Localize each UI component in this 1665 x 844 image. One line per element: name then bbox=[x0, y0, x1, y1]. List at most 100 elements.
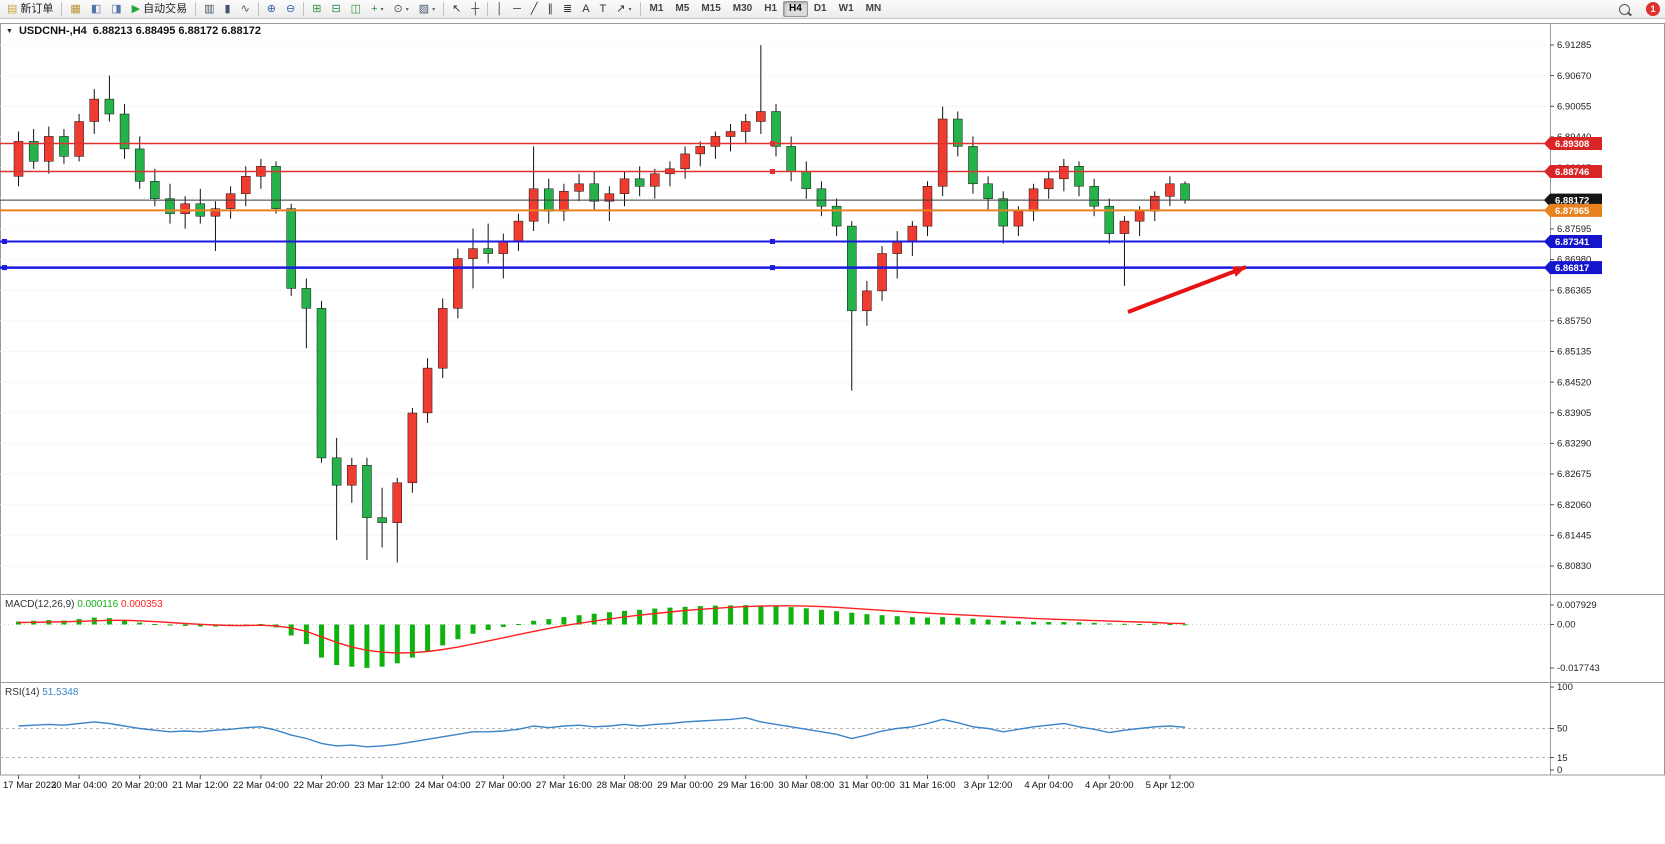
svg-text:6.91285: 6.91285 bbox=[1557, 40, 1591, 51]
svg-text:27 Mar 16:00: 27 Mar 16:00 bbox=[536, 780, 592, 791]
new-order-button-icon: ▤ bbox=[7, 3, 18, 15]
new-order-button[interactable]: ▤ 新订单 bbox=[2, 1, 58, 17]
tf-m15-button-label: M15 bbox=[701, 3, 721, 14]
rsi-panel: RSI(14) 51.5348 100 50 150 bbox=[0, 682, 1573, 776]
svg-text:6.89308: 6.89308 bbox=[1555, 139, 1589, 150]
tile-windows-button[interactable]: ⊞ bbox=[307, 1, 326, 17]
toolbar-separator bbox=[639, 2, 641, 16]
data-window-button[interactable]: ◨ bbox=[106, 1, 126, 17]
tf-m15-button[interactable]: M15 bbox=[695, 1, 726, 17]
svg-text:6.85135: 6.85135 bbox=[1557, 347, 1591, 358]
svg-text:6.87595: 6.87595 bbox=[1557, 224, 1591, 235]
text-label-button[interactable]: T bbox=[595, 1, 612, 17]
tf-h1-button[interactable]: H1 bbox=[758, 1, 783, 17]
line-chart-button[interactable]: ∿ bbox=[236, 1, 255, 17]
arrows-tool-button-icon: ↗ bbox=[616, 3, 626, 15]
fibonacci-retracement-button[interactable]: ≣ bbox=[558, 1, 577, 17]
trendline-button[interactable]: ╱ bbox=[526, 1, 543, 17]
support-line-2-edge-handle[interactable] bbox=[2, 265, 7, 271]
new-order-button-label: 新订单 bbox=[20, 3, 54, 15]
periods-button-icon: ⊙ bbox=[393, 3, 403, 15]
zoom-out-button[interactable]: ⊖ bbox=[281, 1, 300, 17]
periods-button[interactable]: ⊙ ▾ bbox=[389, 1, 414, 17]
auto-trading-button-icon: ▶ bbox=[131, 3, 141, 15]
svg-text:6.86980: 6.86980 bbox=[1557, 255, 1591, 266]
tf-m1-button-label: M1 bbox=[649, 3, 664, 14]
support-line-1-edge-handle[interactable] bbox=[2, 239, 7, 244]
svg-text:6.80830: 6.80830 bbox=[1557, 561, 1591, 572]
cascade-windows-button[interactable]: ⊟ bbox=[326, 1, 345, 17]
tf-m5-button[interactable]: M5 bbox=[669, 1, 695, 17]
templates-button-icon: ▨ bbox=[418, 3, 430, 15]
svg-text:6.90670: 6.90670 bbox=[1557, 71, 1591, 82]
support-line-2-center-handle[interactable] bbox=[770, 265, 775, 271]
horizontal-line-button-icon: ─ bbox=[513, 3, 521, 15]
add-indicator-button[interactable]: + ▾ bbox=[366, 1, 388, 17]
arrows-tool-button[interactable]: ↗ ▾ bbox=[611, 1, 636, 17]
svg-text:22 Mar 20:00: 22 Mar 20:00 bbox=[294, 780, 350, 791]
svg-text:0.007929: 0.007929 bbox=[1557, 600, 1597, 611]
svg-text:30 Mar 08:00: 30 Mar 08:00 bbox=[778, 780, 834, 791]
svg-text:24 Mar 04:00: 24 Mar 04:00 bbox=[415, 780, 471, 791]
chart-symbol-period: USDCNH-,H4 bbox=[18, 25, 87, 37]
horizontal-lines-layer[interactable] bbox=[0, 141, 1550, 271]
resistance-line-1-center-handle[interactable] bbox=[770, 141, 775, 146]
tf-h4-button[interactable]: H4 bbox=[783, 1, 808, 17]
rsi-label: RSI(14) 51.5348 bbox=[5, 687, 79, 698]
svg-text:6.87965: 6.87965 bbox=[1555, 206, 1590, 217]
chart-collapse-icon[interactable]: ▼ bbox=[6, 27, 13, 35]
tf-h4-button-label: H4 bbox=[789, 3, 802, 14]
bar-chart-button[interactable]: ▥ bbox=[199, 1, 219, 17]
tf-d1-button-label: D1 bbox=[813, 3, 827, 14]
search-icon[interactable] bbox=[1619, 3, 1630, 15]
toolbar-separator bbox=[61, 2, 63, 16]
templates-button[interactable]: ▨ ▾ bbox=[414, 1, 440, 17]
equidistant-channel-button[interactable]: ∥ bbox=[542, 1, 558, 17]
macd-panel: MACD(12,26,9) 0.000116 0.000353 0.007929 0… bbox=[0, 599, 1600, 674]
svg-text:6.83290: 6.83290 bbox=[1557, 439, 1591, 450]
tf-m30-button[interactable]: M30 bbox=[727, 1, 758, 17]
market-watch-button-icon: ◧ bbox=[90, 3, 102, 15]
svg-text:6.82675: 6.82675 bbox=[1557, 469, 1591, 480]
tf-w1-button[interactable]: W1 bbox=[833, 1, 860, 17]
support-line-2-price-badge: 6.86817 bbox=[1544, 261, 1602, 275]
tf-d1-button[interactable]: D1 bbox=[808, 1, 833, 17]
arrange-windows-button[interactable]: ◫ bbox=[346, 1, 366, 17]
notification-badge[interactable]: 1 bbox=[1646, 2, 1660, 16]
arrange-windows-button-icon: ◫ bbox=[350, 3, 362, 15]
auto-trading-button[interactable]: ▶ 自动交易 bbox=[127, 1, 192, 17]
tf-m1-button[interactable]: M1 bbox=[644, 1, 670, 17]
toolbar-separator bbox=[195, 2, 197, 16]
charts-button[interactable]: ▦ bbox=[65, 1, 85, 17]
chart-background bbox=[0, 19, 1665, 844]
text-button[interactable]: A bbox=[577, 1, 594, 17]
candlestick-chart-button[interactable]: ▮ bbox=[220, 1, 236, 17]
vertical-line-button[interactable]: │ bbox=[491, 1, 508, 17]
cursor-button[interactable]: ↖ bbox=[447, 1, 466, 17]
svg-text:6.86817: 6.86817 bbox=[1555, 263, 1589, 274]
cursor-button-icon: ↖ bbox=[452, 3, 462, 15]
tf-mn-button[interactable]: MN bbox=[860, 1, 888, 17]
market-watch-button[interactable]: ◧ bbox=[86, 1, 106, 17]
zoom-in-button[interactable]: ⊕ bbox=[262, 1, 281, 17]
trend-arrow-annotation[interactable] bbox=[1127, 265, 1247, 314]
svg-text:6.82060: 6.82060 bbox=[1557, 500, 1591, 511]
svg-text:22 Mar 04:00: 22 Mar 04:00 bbox=[233, 780, 289, 791]
current-price-line-price-badge: 6.88172 bbox=[1544, 193, 1602, 207]
svg-text:20 Mar 20:00: 20 Mar 20:00 bbox=[112, 780, 168, 791]
svg-text:21 Mar 12:00: 21 Mar 12:00 bbox=[172, 780, 228, 791]
svg-text:5 Apr 12:00: 5 Apr 12:00 bbox=[1146, 780, 1195, 791]
bar-chart-button-icon: ▥ bbox=[204, 3, 215, 15]
svg-text:4 Apr 04:00: 4 Apr 04:00 bbox=[1024, 780, 1073, 791]
svg-text:31 Mar 16:00: 31 Mar 16:00 bbox=[900, 780, 956, 791]
horizontal-line-button[interactable]: ─ bbox=[508, 1, 526, 17]
main-toolbar: ▤ 新订单 ▦ ◧ ◨ ▶ 自动交易 ▥ ▮ ∿ ⊕ ⊖ ⊞ ⊟ ◫ + ▾ ⊙ ▾ ▨ ▾ ↖ ┼ │ ─ ╱ ∥ ≣ A T ↗ ▾ M1 M… bbox=[0, 0, 1665, 19]
support-line-1-center-handle[interactable] bbox=[770, 239, 775, 244]
svg-text:27 Mar 00:00: 27 Mar 00:00 bbox=[475, 780, 531, 791]
add-indicator-button-caret-icon: ▾ bbox=[380, 6, 384, 13]
crosshair-button[interactable]: ┼ bbox=[466, 1, 484, 17]
resistance-line-2-center-handle[interactable] bbox=[770, 169, 775, 174]
